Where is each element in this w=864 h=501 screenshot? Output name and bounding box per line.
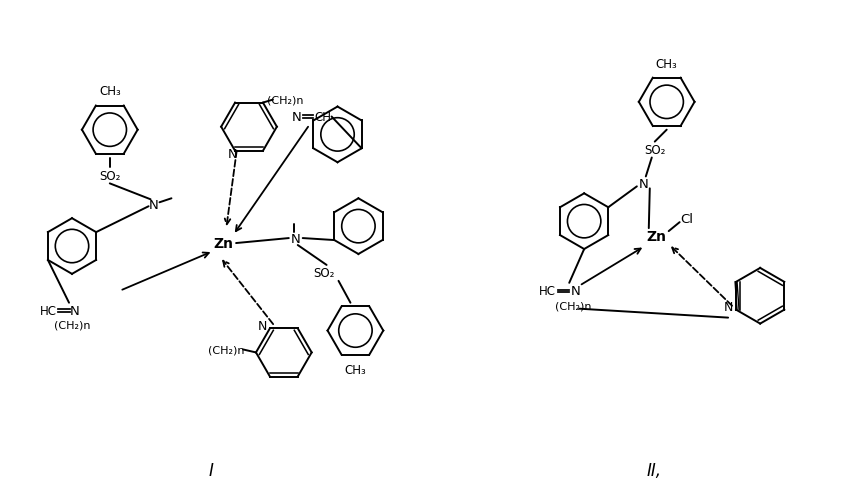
Text: CH₃: CH₃ [656,58,677,71]
Text: N: N [257,319,267,332]
Text: N: N [639,177,649,190]
Text: N: N [292,111,302,124]
Text: Zn: Zn [213,236,233,250]
Text: SO₂: SO₂ [99,169,120,182]
Text: II,: II, [646,461,661,479]
Text: (CH₂)n: (CH₂)n [54,320,90,330]
Text: N: N [570,285,580,298]
Text: Zn: Zn [647,229,667,243]
Text: (CH₂)n: (CH₂)n [555,301,592,311]
Text: SO₂: SO₂ [644,144,665,157]
Text: N: N [149,198,158,211]
Text: CH: CH [314,111,331,124]
Text: SO₂: SO₂ [313,267,334,280]
Text: CH₃: CH₃ [345,363,366,376]
Text: HC: HC [40,305,57,318]
Text: CH₃: CH₃ [98,85,121,98]
Text: HC: HC [539,285,556,298]
Text: N: N [70,305,79,318]
Text: (CH₂)n: (CH₂)n [208,345,245,355]
Text: Cl: Cl [680,212,693,225]
Text: N: N [291,232,301,245]
Text: N: N [723,301,733,314]
Text: (CH₂)n: (CH₂)n [267,95,303,105]
Text: N: N [227,148,237,161]
Text: I: I [209,461,213,479]
